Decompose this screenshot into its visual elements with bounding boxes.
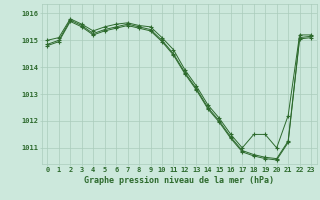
X-axis label: Graphe pression niveau de la mer (hPa): Graphe pression niveau de la mer (hPa) [84, 176, 274, 185]
